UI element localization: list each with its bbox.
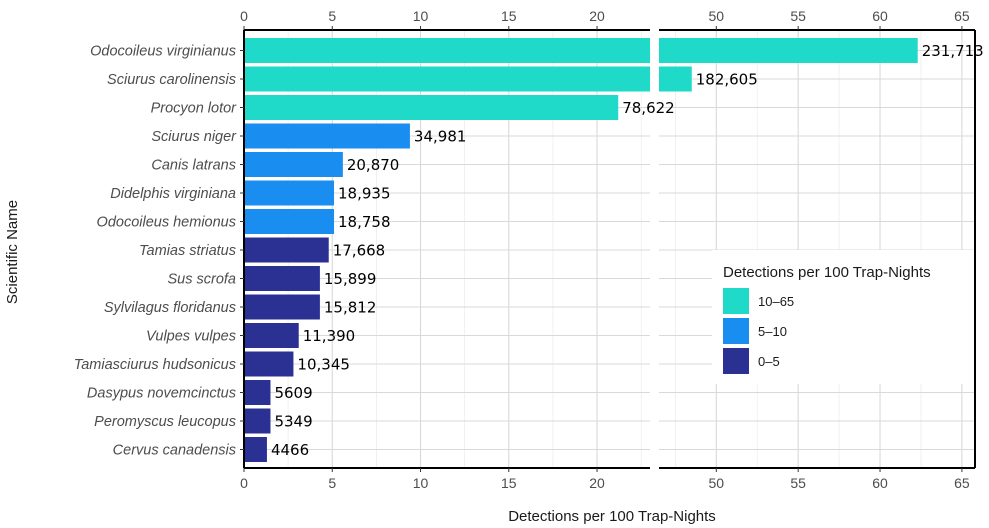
data-label: 5349 — [274, 413, 312, 431]
data-label: 15,899 — [324, 270, 377, 288]
legend: Detections per 100 Trap-Nights 10–65 5–10… — [712, 250, 974, 384]
category-label: Sus scrofa — [168, 272, 237, 288]
data-label: 78,622 — [622, 99, 675, 117]
data-label: 182,605 — [696, 71, 758, 89]
category-label: Sylvilagus floridanus — [104, 300, 236, 316]
data-label: 231,713 — [922, 42, 984, 60]
tick-label: 60 — [872, 475, 888, 491]
category-label: Sciurus carolinensis — [107, 72, 236, 88]
data-label: 5609 — [274, 384, 312, 402]
tick-label: 55 — [790, 475, 806, 491]
category-label: Odocoileus virginianus — [90, 44, 236, 60]
tick-label: 50 — [709, 8, 725, 24]
category-label: Odocoileus hemionus — [97, 215, 236, 231]
bar — [244, 409, 270, 434]
category-label: Dasypus novemcinctus — [87, 386, 236, 402]
legend-label: 0–5 — [758, 354, 780, 369]
y-axis-title: Scientific Name — [4, 200, 21, 304]
category-label: Didelphis virginiana — [110, 186, 236, 202]
bar — [659, 67, 692, 92]
bar — [244, 152, 343, 177]
category-label: Procyon lotor — [151, 101, 238, 117]
legend-swatch — [723, 288, 749, 314]
bar — [244, 352, 293, 377]
bar — [244, 437, 267, 462]
bar — [244, 380, 270, 405]
tick-label: 15 — [501, 475, 517, 491]
tick-label: 65 — [954, 8, 970, 24]
legend-title: Detections per 100 Trap-Nights — [723, 264, 931, 281]
legend-swatch — [723, 318, 749, 344]
bar — [244, 67, 650, 92]
data-label: 11,390 — [303, 327, 356, 345]
category-label: Peromyscus leucopus — [94, 414, 236, 430]
bar — [244, 95, 618, 120]
tick-label: 15 — [501, 8, 517, 24]
bar — [244, 238, 329, 263]
tick-label: 65 — [954, 475, 970, 491]
data-label: 18,935 — [338, 185, 391, 203]
tick-label: 5 — [328, 8, 336, 24]
category-label: Tamias striatus — [139, 243, 236, 259]
tick-label: 5 — [328, 475, 336, 491]
bar — [244, 323, 299, 348]
category-label: Sciurus niger — [151, 129, 237, 145]
category-label: Tamiasciurus hudsonicus — [74, 357, 236, 373]
tick-label: 20 — [589, 8, 605, 24]
tick-label: 20 — [589, 475, 605, 491]
tick-label: 10 — [413, 475, 429, 491]
tick-label: 60 — [872, 8, 888, 24]
legend-label: 10–65 — [758, 294, 794, 309]
tick-label: 0 — [240, 8, 248, 24]
tick-label: 50 — [709, 475, 725, 491]
category-label: Canis latrans — [151, 158, 236, 174]
tick-label: 55 — [790, 8, 806, 24]
data-label: 18,758 — [338, 213, 391, 231]
bar — [244, 124, 410, 149]
bar — [244, 295, 320, 320]
bar — [244, 38, 650, 63]
data-label: 17,668 — [333, 242, 386, 260]
bar — [244, 181, 334, 206]
bar — [244, 266, 320, 291]
legend-label: 5–10 — [758, 324, 787, 339]
data-label: 34,981 — [414, 128, 467, 146]
tick-label: 10 — [413, 8, 429, 24]
data-label: 20,870 — [347, 156, 400, 174]
bar — [244, 209, 334, 234]
category-labels: Odocoileus virginianus Sciurus carolinens… — [74, 44, 244, 459]
legend-swatch — [723, 348, 749, 374]
category-label: Cervus canadensis — [113, 443, 236, 459]
bar — [659, 38, 918, 63]
tick-label: 0 — [240, 475, 248, 491]
category-label: Vulpes vulpes — [146, 329, 236, 345]
data-label: 10,345 — [297, 356, 350, 374]
x-axis-title: Detections per 100 Trap-Nights — [508, 508, 716, 525]
data-label: 4466 — [271, 441, 309, 459]
data-label: 15,812 — [324, 299, 377, 317]
